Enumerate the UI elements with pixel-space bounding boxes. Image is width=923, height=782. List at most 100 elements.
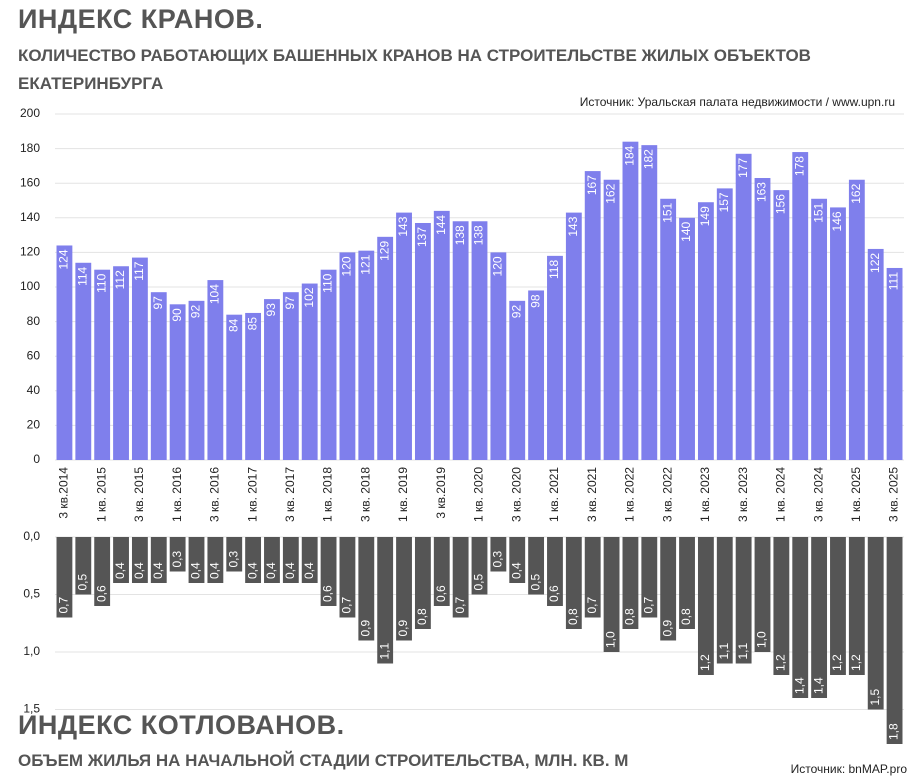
bar xyxy=(509,300,526,460)
x-tick-label: 1 кв. 2015 xyxy=(94,467,108,522)
value-label: 0,9 xyxy=(660,619,674,636)
value-label: 0,7 xyxy=(453,596,467,613)
value-label: 84 xyxy=(226,318,240,332)
value-label: 157 xyxy=(717,192,731,212)
bar xyxy=(339,537,356,618)
x-tick-label: 3 кв. 2024 xyxy=(811,467,825,522)
y-tick-label: 0,5 xyxy=(23,587,40,601)
bar xyxy=(264,537,280,583)
bar xyxy=(735,537,752,664)
source: Источник: Уральская палата недвижимости … xyxy=(579,95,895,109)
y-tick-label: 200 xyxy=(20,106,40,120)
y-tick-label: 1,5 xyxy=(23,702,40,716)
value-label: 0,7 xyxy=(641,596,655,613)
bar xyxy=(433,210,450,460)
y-tick-label: 100 xyxy=(20,279,40,293)
x-tick-label: 3 кв.2014 xyxy=(57,467,71,519)
value-label: 117 xyxy=(132,261,146,280)
bar xyxy=(773,537,790,675)
bar xyxy=(754,537,771,652)
bar xyxy=(169,537,186,572)
bar xyxy=(396,537,412,641)
bar xyxy=(396,212,412,460)
value-label: 1,1 xyxy=(377,642,391,659)
bar xyxy=(697,537,714,675)
value-label: 0,3 xyxy=(491,550,505,567)
value-label: 0,8 xyxy=(623,608,637,625)
value-label: 0,4 xyxy=(113,562,127,579)
bar xyxy=(716,188,733,460)
value-label: 1,2 xyxy=(849,654,863,671)
value-label: 120 xyxy=(491,256,505,276)
value-label: 120 xyxy=(340,256,354,276)
x-tick-label: 1 кв. 2020 xyxy=(472,467,486,522)
bar xyxy=(565,537,582,629)
value-label: 146 xyxy=(830,211,844,231)
bar xyxy=(773,190,790,460)
value-label: 1,4 xyxy=(811,677,825,694)
value-label: 0,4 xyxy=(283,562,297,579)
value-label: 129 xyxy=(377,241,391,261)
bar xyxy=(886,267,903,460)
bar xyxy=(867,537,884,710)
bar xyxy=(490,537,507,572)
bar xyxy=(886,537,903,744)
value-label: 0,3 xyxy=(170,550,184,567)
bar xyxy=(867,248,884,460)
x-tick-label: 3 кв. 2020 xyxy=(509,467,523,522)
x-tick-label: 1 кв. 2023 xyxy=(698,467,712,522)
value-label: 1,2 xyxy=(830,654,844,671)
value-label: 1,2 xyxy=(698,654,712,671)
bar xyxy=(584,537,601,618)
y-tick-label: 1,0 xyxy=(23,644,40,658)
bar xyxy=(622,141,639,460)
value-label: 102 xyxy=(302,287,316,307)
y-tick-label: 80 xyxy=(27,314,41,328)
source: Источник: bnMAP.pro xyxy=(790,762,907,776)
bar xyxy=(113,266,129,460)
bar xyxy=(358,250,375,460)
bar xyxy=(622,537,639,629)
bar xyxy=(56,245,73,460)
y-tick-label: 20 xyxy=(27,418,41,432)
value-label: 93 xyxy=(264,303,278,317)
bar xyxy=(358,537,375,641)
value-label: 124 xyxy=(57,249,71,269)
bar xyxy=(509,537,526,583)
bar xyxy=(811,537,828,698)
value-label: 137 xyxy=(415,227,429,247)
bar xyxy=(584,171,601,460)
value-label: 0,8 xyxy=(415,608,429,625)
value-label: 110 xyxy=(321,273,335,292)
bar xyxy=(452,537,469,618)
bar xyxy=(679,537,695,629)
bar xyxy=(377,236,394,460)
bar xyxy=(320,269,337,460)
x-tick-label: 1 кв. 2019 xyxy=(396,467,410,522)
value-label: 182 xyxy=(641,149,655,169)
bar xyxy=(245,312,262,460)
x-tick-label: 3 кв. 2015 xyxy=(132,467,146,522)
value-label: 138 xyxy=(453,225,467,245)
bar xyxy=(226,314,243,460)
x-tick-label: 3 кв. 2018 xyxy=(358,467,372,522)
value-label: 0,7 xyxy=(340,596,354,613)
value-label: 1,5 xyxy=(868,688,882,705)
value-label: 0,5 xyxy=(472,573,486,590)
bar xyxy=(207,280,224,460)
value-label: 143 xyxy=(566,216,580,236)
value-label: 0,6 xyxy=(94,585,108,602)
value-label: 0,4 xyxy=(208,562,222,579)
x-tick-label: 3 кв. 2021 xyxy=(585,467,599,522)
y-tick-label: 40 xyxy=(27,383,41,397)
value-label: 111 xyxy=(887,272,901,291)
value-label: 0,4 xyxy=(132,562,146,579)
x-tick-label: 3 кв. 2017 xyxy=(283,467,297,522)
value-label: 0,7 xyxy=(585,596,599,613)
y-tick-label: 0,0 xyxy=(23,529,40,543)
value-label: 0,4 xyxy=(302,562,316,579)
bar xyxy=(547,537,563,606)
value-label: 0,6 xyxy=(321,585,335,602)
bar xyxy=(754,178,771,460)
